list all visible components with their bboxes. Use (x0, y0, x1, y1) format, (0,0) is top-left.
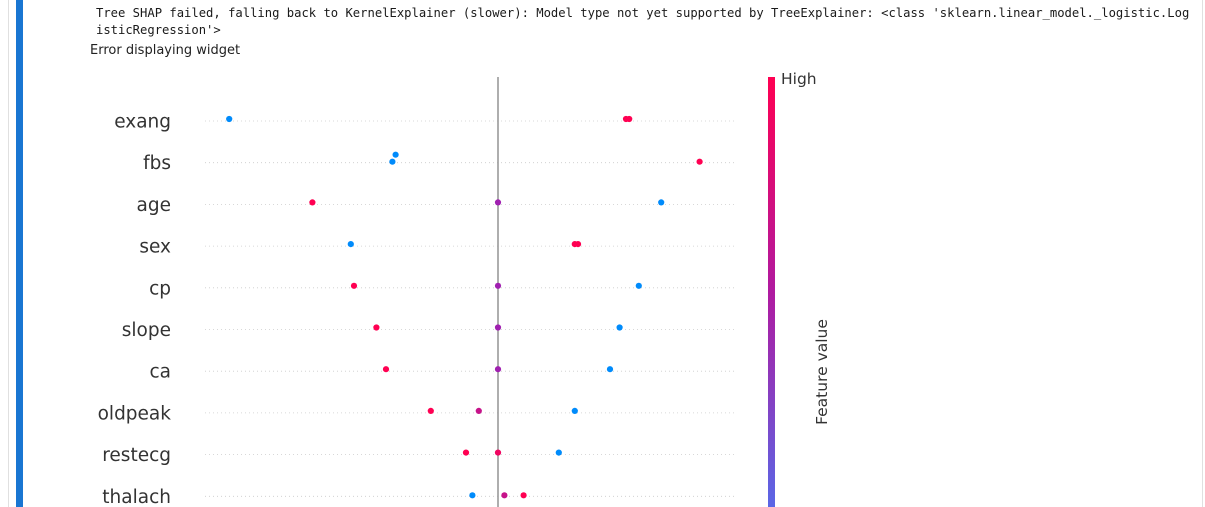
shap-point-cp (350, 282, 358, 289)
colorbar-axis-label: Feature value (813, 319, 831, 425)
shap-points (226, 115, 703, 499)
shap-point-slope (373, 324, 380, 331)
feature-label-ca: ca (149, 362, 171, 383)
shap-point-sex (347, 241, 354, 248)
shap-point-age (658, 199, 665, 206)
shap-point-oldpeak (475, 407, 482, 414)
shap-point-age (309, 199, 316, 206)
output-cell-frame (8, 0, 1203, 507)
cell-selection-bar[interactable] (16, 0, 23, 507)
shap-point-sex (574, 241, 582, 248)
shap-point-thalach (501, 492, 508, 499)
feature-label-age: age (137, 195, 171, 216)
feature-label-restecg: restecg (102, 445, 171, 466)
shap-point-oldpeak (571, 407, 578, 414)
shap-point-cp (635, 282, 642, 289)
stderr-output: Tree SHAP failed, falling back to Kernel… (96, 6, 1190, 37)
shap-point-fbs (389, 158, 396, 165)
shap-point-exang (226, 115, 233, 123)
shap-point-ca (606, 366, 614, 373)
feature-label-exang: exang (114, 112, 171, 133)
shap-point-restecg (555, 449, 562, 456)
colorbar-high-label: High (781, 70, 817, 88)
feature-label-cp: cp (149, 278, 171, 299)
shap-point-exang (626, 115, 633, 123)
shap-point-age (494, 199, 502, 206)
shap-point-ca (382, 366, 390, 373)
feature-label-sex: sex (139, 237, 171, 258)
widget-error-message: Error displaying widget (90, 43, 241, 58)
shap-point-thalach (520, 492, 527, 499)
feature-label-oldpeak: oldpeak (98, 403, 172, 424)
shap-point-restecg (462, 449, 470, 456)
shap-point-cp (494, 282, 502, 289)
shap-point-slope (616, 324, 623, 331)
shap-point-slope (494, 324, 502, 331)
grid-lines (205, 120, 735, 497)
shap-point-restecg (494, 449, 502, 456)
shap-point-fbs (696, 158, 703, 165)
shap-point-oldpeak (427, 407, 434, 414)
shap-point-thalach (469, 492, 476, 499)
colorbar (768, 77, 775, 507)
feature-labels: exang fbs age sex cp slope ca oldpeak restecg tha… (98, 112, 172, 507)
feature-label-slope: slope (122, 320, 171, 341)
feature-label-fbs: fbs (143, 153, 171, 174)
feature-label-thalach: thalach (102, 487, 171, 507)
shap-point-ca (494, 366, 502, 373)
shap-point-fbs (392, 151, 399, 158)
